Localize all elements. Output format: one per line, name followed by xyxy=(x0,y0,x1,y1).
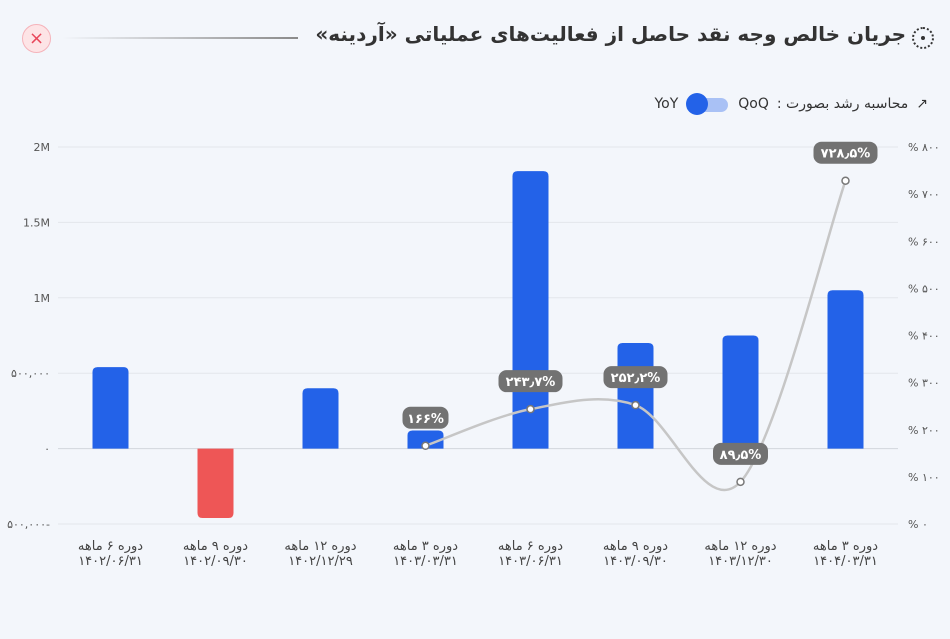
y-tick-label-left: ۰ xyxy=(44,443,50,456)
growth-mode-label: محاسبه رشد بصورت : xyxy=(776,96,909,112)
growth-mode-toggle[interactable] xyxy=(686,93,730,115)
y-tick-label-left: ۵۰۰,۰۰۰ xyxy=(11,367,50,380)
y-tick-label-right: % ۲۰۰ xyxy=(908,424,940,437)
y-tick-label-right: % ۵۰۰ xyxy=(908,282,940,295)
bar xyxy=(722,335,759,449)
x-tick-date: ۱۴۰۳/۰۶/۳۱ xyxy=(498,554,563,569)
growth-label-bg xyxy=(498,370,563,393)
y-tick-label-left: ۵۰۰,۰۰۰- xyxy=(7,518,50,531)
x-tick-label: دوره ۱۲ ماهه xyxy=(704,539,776,554)
growth-label: ۲۴۳٫۷% xyxy=(506,375,556,390)
dotted-circle-icon xyxy=(912,27,934,49)
trend-up-icon: ↗ xyxy=(916,96,928,112)
x-tick-date: ۱۴۰۳/۰۳/۳۱ xyxy=(393,554,458,569)
x-tick-date: ۱۴۰۲/۰۶/۳۱ xyxy=(78,554,143,569)
bar xyxy=(92,367,129,449)
growth-point xyxy=(526,404,535,414)
y-tick-label-left: 2M xyxy=(34,141,51,154)
x-tick-label: دوره ۹ ماهه xyxy=(183,539,248,554)
growth-label-bg xyxy=(603,366,668,389)
y-tick-label-right: % ۷۰۰ xyxy=(908,188,940,201)
growth-label-bg xyxy=(813,141,878,164)
qoq-label[interactable]: QoQ xyxy=(738,96,769,112)
bar xyxy=(827,290,864,449)
growth-label: ۸۹٫۵% xyxy=(720,448,762,463)
growth-mode-control: ↗ محاسبه رشد بصورت : QoQ YoY xyxy=(654,92,928,116)
growth-label-bg xyxy=(713,442,768,465)
bar xyxy=(197,448,234,518)
x-tick-date: ۱۴۰۲/۱۲/۲۹ xyxy=(288,554,353,569)
x-tick-label: دوره ۶ ماهه xyxy=(78,539,143,554)
y-tick-label-right: % ۶۰۰ xyxy=(908,235,940,248)
x-tick-date: ۱۴۰۳/۰۹/۳۰ xyxy=(603,554,668,569)
growth-label: ۷۲۸٫۵% xyxy=(821,147,871,162)
title-divider xyxy=(62,37,298,39)
y-tick-label-right: % ۸۰۰ xyxy=(908,141,940,154)
close-button[interactable]: × xyxy=(22,24,51,53)
bar xyxy=(407,430,444,449)
growth-point xyxy=(421,441,430,451)
y-tick-label-right: % ۱۰۰ xyxy=(908,471,940,484)
growth-label-bg xyxy=(402,406,449,429)
y-tick-label-right: % ۴۰۰ xyxy=(908,330,940,343)
close-icon: × xyxy=(28,27,45,49)
growth-label: ۱۶۶% xyxy=(407,412,444,427)
x-tick-label: دوره ۹ ماهه xyxy=(603,539,668,554)
growth-line xyxy=(425,180,847,492)
y-tick-label-left: 1.5M xyxy=(23,216,50,229)
bar xyxy=(302,388,339,449)
x-tick-label: دوره ۱۲ ماهه xyxy=(284,539,356,554)
growth-point xyxy=(631,400,640,410)
x-tick-label: دوره ۳ ماهه xyxy=(813,539,878,554)
toggle-knob[interactable] xyxy=(686,93,709,115)
bar xyxy=(617,343,654,449)
y-tick-label-left: 1M xyxy=(34,292,51,305)
yoy-label[interactable]: YoY xyxy=(654,96,679,112)
x-tick-date: ۱۴۰۳/۱۲/۳۰ xyxy=(708,554,773,569)
growth-point xyxy=(736,477,745,487)
x-tick-date: ۱۴۰۴/۰۳/۳۱ xyxy=(813,554,878,569)
growth-label: ۲۵۲٫۲% xyxy=(611,371,661,386)
x-tick-date: ۱۴۰۲/۰۹/۳۰ xyxy=(183,554,248,569)
growth-point xyxy=(841,176,850,185)
x-tick-label: دوره ۶ ماهه xyxy=(498,539,563,554)
y-tick-label-right: % ۰ xyxy=(908,518,928,531)
chart-title: جریان خالص وجه نقد حاصل از فعالیت‌های عم… xyxy=(315,22,906,46)
x-tick-label: دوره ۳ ماهه xyxy=(393,539,458,554)
y-tick-label-right: % ۳۰۰ xyxy=(908,377,940,390)
